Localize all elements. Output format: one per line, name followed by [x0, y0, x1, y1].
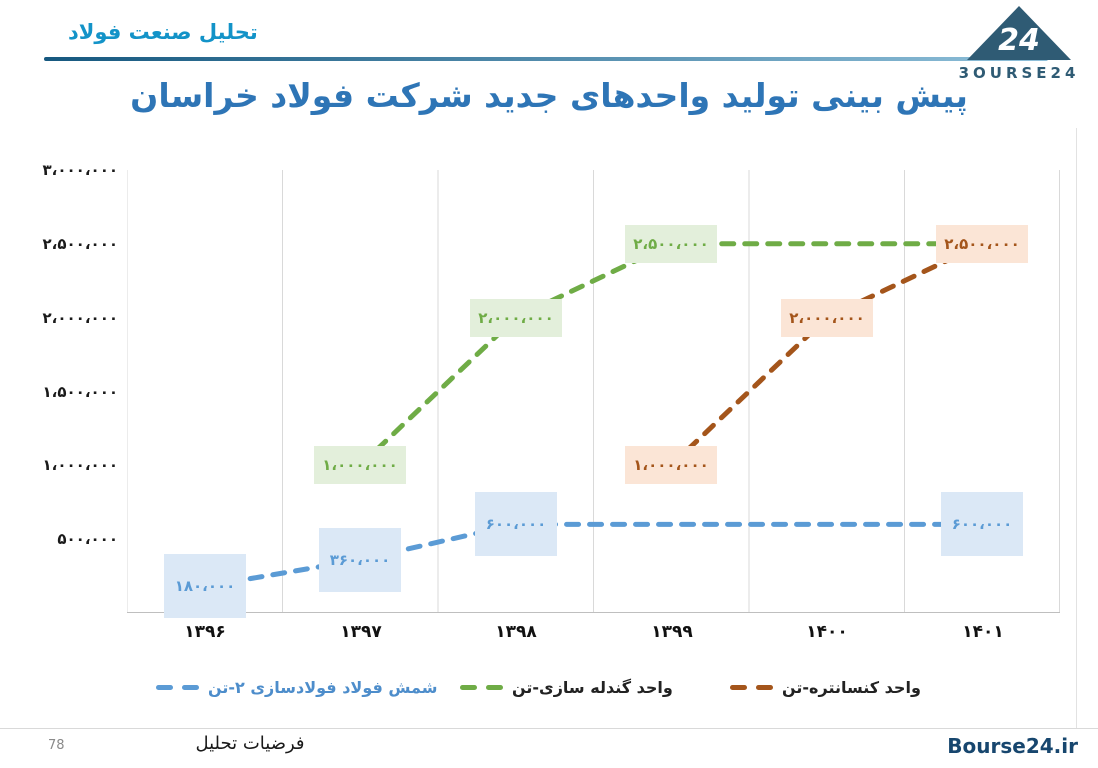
legend-item-concentrate: واحد کنسانتره-تن — [730, 672, 921, 702]
data-label: ۲،۰۰۰،۰۰۰ — [470, 299, 562, 337]
logo-wordmark: 3OURSE24 — [959, 64, 1080, 82]
footer-divider — [0, 728, 1098, 729]
legend-item-ingot: شمش فولاد فولادسازی ۲-تن — [156, 672, 437, 702]
data-label: ۱۸۰،۰۰۰ — [164, 554, 246, 618]
header-divider — [44, 57, 1048, 61]
series-line-0 — [202, 521, 985, 589]
page-title: پیش بینی تولید واحدهای جدید شرکت فولاد خ… — [130, 76, 968, 115]
y-tick-label: ۱،۵۰۰،۰۰۰ — [42, 383, 118, 401]
data-label: ۱،۰۰۰،۰۰۰ — [625, 446, 717, 484]
x-tick-label: ۱۳۹۹ — [651, 622, 693, 642]
y-tick-label: ۳،۰۰۰،۰۰۰ — [42, 161, 118, 179]
series-line-1 — [357, 241, 985, 468]
brand-text: تحلیل صنعت فولاد — [68, 20, 258, 44]
x-tick-label: ۱۴۰۰ — [806, 622, 848, 642]
dashed-line-marker-icon — [730, 684, 773, 690]
data-label: ۳۶۰،۰۰۰ — [319, 528, 401, 592]
site-link: Bourse24.ir — [947, 734, 1078, 758]
legend-item-pelletizing: واحد گندله سازی-تن — [460, 672, 673, 702]
x-tick-label: ۱۳۹۶ — [184, 622, 226, 642]
y-tick-label: ۵۰۰،۰۰۰ — [57, 530, 118, 548]
dashed-line-marker-icon — [156, 684, 199, 690]
y-axis: ۳،۰۰۰،۰۰۰ ۲،۵۰۰،۰۰۰ ۲،۰۰۰،۰۰۰ ۱،۵۰۰،۰۰۰ ۱،۰۰… — [0, 161, 118, 613]
y-tick-label: ۱،۰۰۰،۰۰۰ — [42, 456, 118, 474]
data-label: ۲،۵۰۰،۰۰۰ — [936, 225, 1028, 263]
bourse24-logo: 24 3OURSE24 — [945, 4, 1093, 82]
x-tick-label: ۱۳۹۸ — [495, 622, 537, 642]
legend-label: واحد گندله سازی-تن — [512, 677, 673, 697]
data-labels-layer: ۱۸۰،۰۰۰ ۳۶۰،۰۰۰ ۶۰۰،۰۰۰ ۶۰۰،۰۰۰ ۱،۰۰۰،۰۰۰ ۲،۰… — [127, 170, 1060, 618]
data-label: ۱،۰۰۰،۰۰۰ — [314, 446, 406, 484]
legend: شمش فولاد فولادسازی ۲-تن واحد گندله سازی… — [0, 672, 1098, 704]
y-tick-label: ۲،۰۰۰،۰۰۰ — [42, 309, 118, 327]
chart-frame-right-border — [1076, 128, 1077, 728]
footer-note: فرضیات تحلیل — [195, 733, 305, 754]
data-label: ۲،۰۰۰،۰۰۰ — [781, 299, 873, 337]
dashed-line-marker-icon — [460, 684, 503, 690]
svg-text:24: 24 — [998, 23, 1040, 58]
x-axis: ۱۳۹۶ ۱۳۹۷ ۱۳۹۸ ۱۳۹۹ ۱۴۰۰ ۱۴۰۱ — [127, 622, 1060, 650]
data-label: ۶۰۰،۰۰۰ — [941, 492, 1023, 556]
x-tick-label: ۱۳۹۷ — [340, 622, 382, 642]
data-label: ۲،۵۰۰،۰۰۰ — [625, 225, 717, 263]
legend-label: شمش فولاد فولادسازی ۲-تن — [208, 677, 438, 697]
legend-label: واحد کنسانتره-تن — [782, 677, 921, 697]
data-label: ۶۰۰،۰۰۰ — [475, 492, 557, 556]
bourse24-logo-icon: 24 3OURSE24 — [959, 6, 1080, 82]
page-number: 78 — [48, 738, 65, 753]
y-tick-label: ۲،۵۰۰،۰۰۰ — [42, 235, 118, 253]
x-tick-label: ۱۴۰۱ — [962, 622, 1004, 642]
